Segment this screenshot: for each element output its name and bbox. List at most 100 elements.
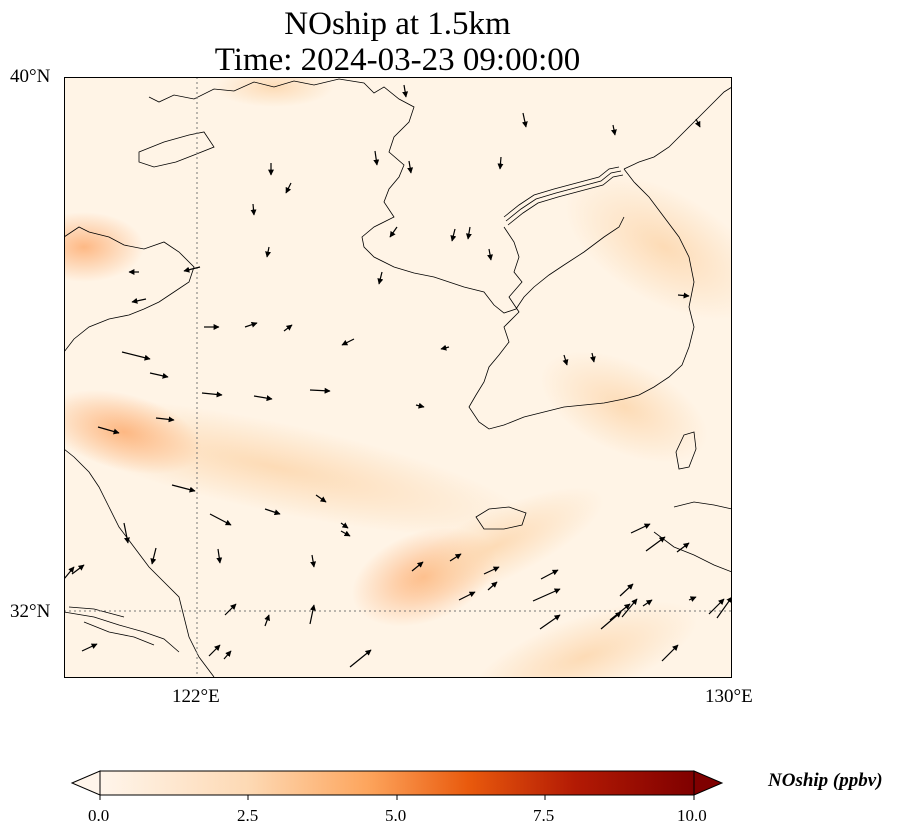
wind-arrow [171, 484, 196, 493]
wind-arrow [201, 391, 223, 398]
wind-arrow [340, 530, 351, 537]
map-title-line-1: NOship at 1.5km [284, 6, 511, 42]
lat-label-32n: 32°N [10, 601, 51, 622]
wind-arrow [609, 603, 631, 621]
korea-peninsula [468, 168, 695, 430]
wind-arrow [600, 611, 622, 630]
wind-arrow [688, 596, 697, 602]
wind-arrow [676, 542, 690, 553]
colorbar-gradient [99, 770, 695, 796]
wind-arrow [315, 494, 327, 503]
colorbar-extend-min [70, 770, 101, 796]
wind-arrow [389, 226, 398, 238]
wind-arrow [373, 150, 380, 166]
wind-arrow [208, 644, 221, 657]
coastlines [64, 78, 732, 678]
colorbar-label: NOship (ppbv) [768, 770, 883, 791]
wind-arrow [407, 160, 414, 174]
wind-arrow [264, 508, 281, 516]
wind-arrow [610, 124, 617, 136]
colorbar [70, 770, 724, 800]
wind-arrow [149, 372, 169, 379]
concentration-field [64, 77, 732, 678]
cbar-tick-label-3: 7.5 [533, 806, 555, 825]
wind-arrow [630, 523, 651, 534]
wind-arrow [487, 581, 498, 591]
wind-arrow [716, 596, 732, 619]
china-coastline-north [148, 78, 625, 314]
wind-arrow [619, 583, 634, 597]
wind-arrow [250, 203, 257, 216]
map-title-line-2: Time: 2024-03-23 09:00:00 [214, 42, 581, 78]
wind-arrow [483, 566, 500, 575]
wind-arrow [64, 566, 75, 580]
map-frame [64, 77, 732, 678]
colorbar-extend-max [693, 770, 724, 796]
jeju-island [475, 506, 527, 530]
wind-arrow [377, 271, 384, 285]
tsushima-island [675, 431, 697, 470]
wind-arrow [97, 426, 120, 435]
china-coastline-west [64, 226, 195, 353]
wind-arrow [309, 387, 331, 394]
wind-arrow [244, 321, 258, 328]
wind-arrow [131, 297, 147, 304]
wind-arrow [642, 599, 653, 607]
wind-arrow [539, 614, 561, 630]
wind-arrow [121, 351, 151, 361]
wind-arrow [458, 591, 476, 601]
lon-label-130e: 130°E [705, 686, 753, 707]
wind-arrow [621, 598, 638, 618]
korea-northeast-coast [623, 86, 732, 170]
wind-vectors [64, 84, 732, 668]
wind-arrow [677, 292, 690, 299]
wind-arrow [310, 554, 317, 568]
wind-arrow [309, 604, 316, 625]
wind-arrow [661, 644, 679, 662]
wind-arrow [155, 416, 175, 423]
wind-arrow [123, 522, 130, 544]
korea-border [503, 166, 624, 226]
wind-arrow [708, 598, 725, 615]
cbar-tick-label-4: 10.0 [677, 806, 707, 825]
cbar-tick-label-2: 5.0 [385, 806, 407, 825]
kyushu-coast [653, 501, 732, 573]
cbar-tick-label-1: 2.5 [237, 806, 259, 825]
wind-arrow [402, 84, 409, 98]
wind-arrow [562, 354, 569, 366]
wind-arrow [440, 344, 450, 351]
wind-arrow [415, 402, 425, 409]
wind-arrow [497, 156, 504, 170]
lon-label-122e: 122°E [172, 686, 220, 707]
wind-arrow [209, 513, 232, 526]
wind-arrow [487, 248, 493, 261]
wind-arrow [411, 561, 424, 572]
wind-arrow [645, 536, 666, 552]
wind-arrow [589, 352, 596, 363]
wind-arrow [521, 112, 528, 128]
china-coastline-south [64, 448, 215, 678]
wind-arrow [150, 547, 157, 565]
liaodong-coast [138, 131, 215, 168]
wind-arrow [253, 395, 273, 402]
wind-arrow [224, 603, 237, 616]
wind-arrow [694, 118, 701, 128]
wind-arrow [349, 649, 372, 668]
yangtze-estuary [64, 606, 180, 653]
wind-arrow [81, 643, 98, 652]
wind-arrow [223, 650, 232, 660]
wind-arrow [285, 182, 292, 194]
wind-arrow [71, 564, 85, 575]
wind-arrow [532, 588, 561, 602]
wind-arrow [341, 338, 355, 346]
wind-arrow [340, 522, 349, 529]
lat-label-40n: 40°N [10, 66, 51, 87]
wind-arrow [264, 614, 270, 627]
cbar-tick-label-0: 0.0 [88, 806, 110, 825]
wind-arrow [265, 246, 272, 258]
wind-arrow [216, 548, 223, 564]
wind-arrow [183, 266, 201, 273]
wind-arrow [465, 226, 472, 240]
wind-arrow [449, 553, 462, 562]
wind-arrow [283, 324, 293, 332]
